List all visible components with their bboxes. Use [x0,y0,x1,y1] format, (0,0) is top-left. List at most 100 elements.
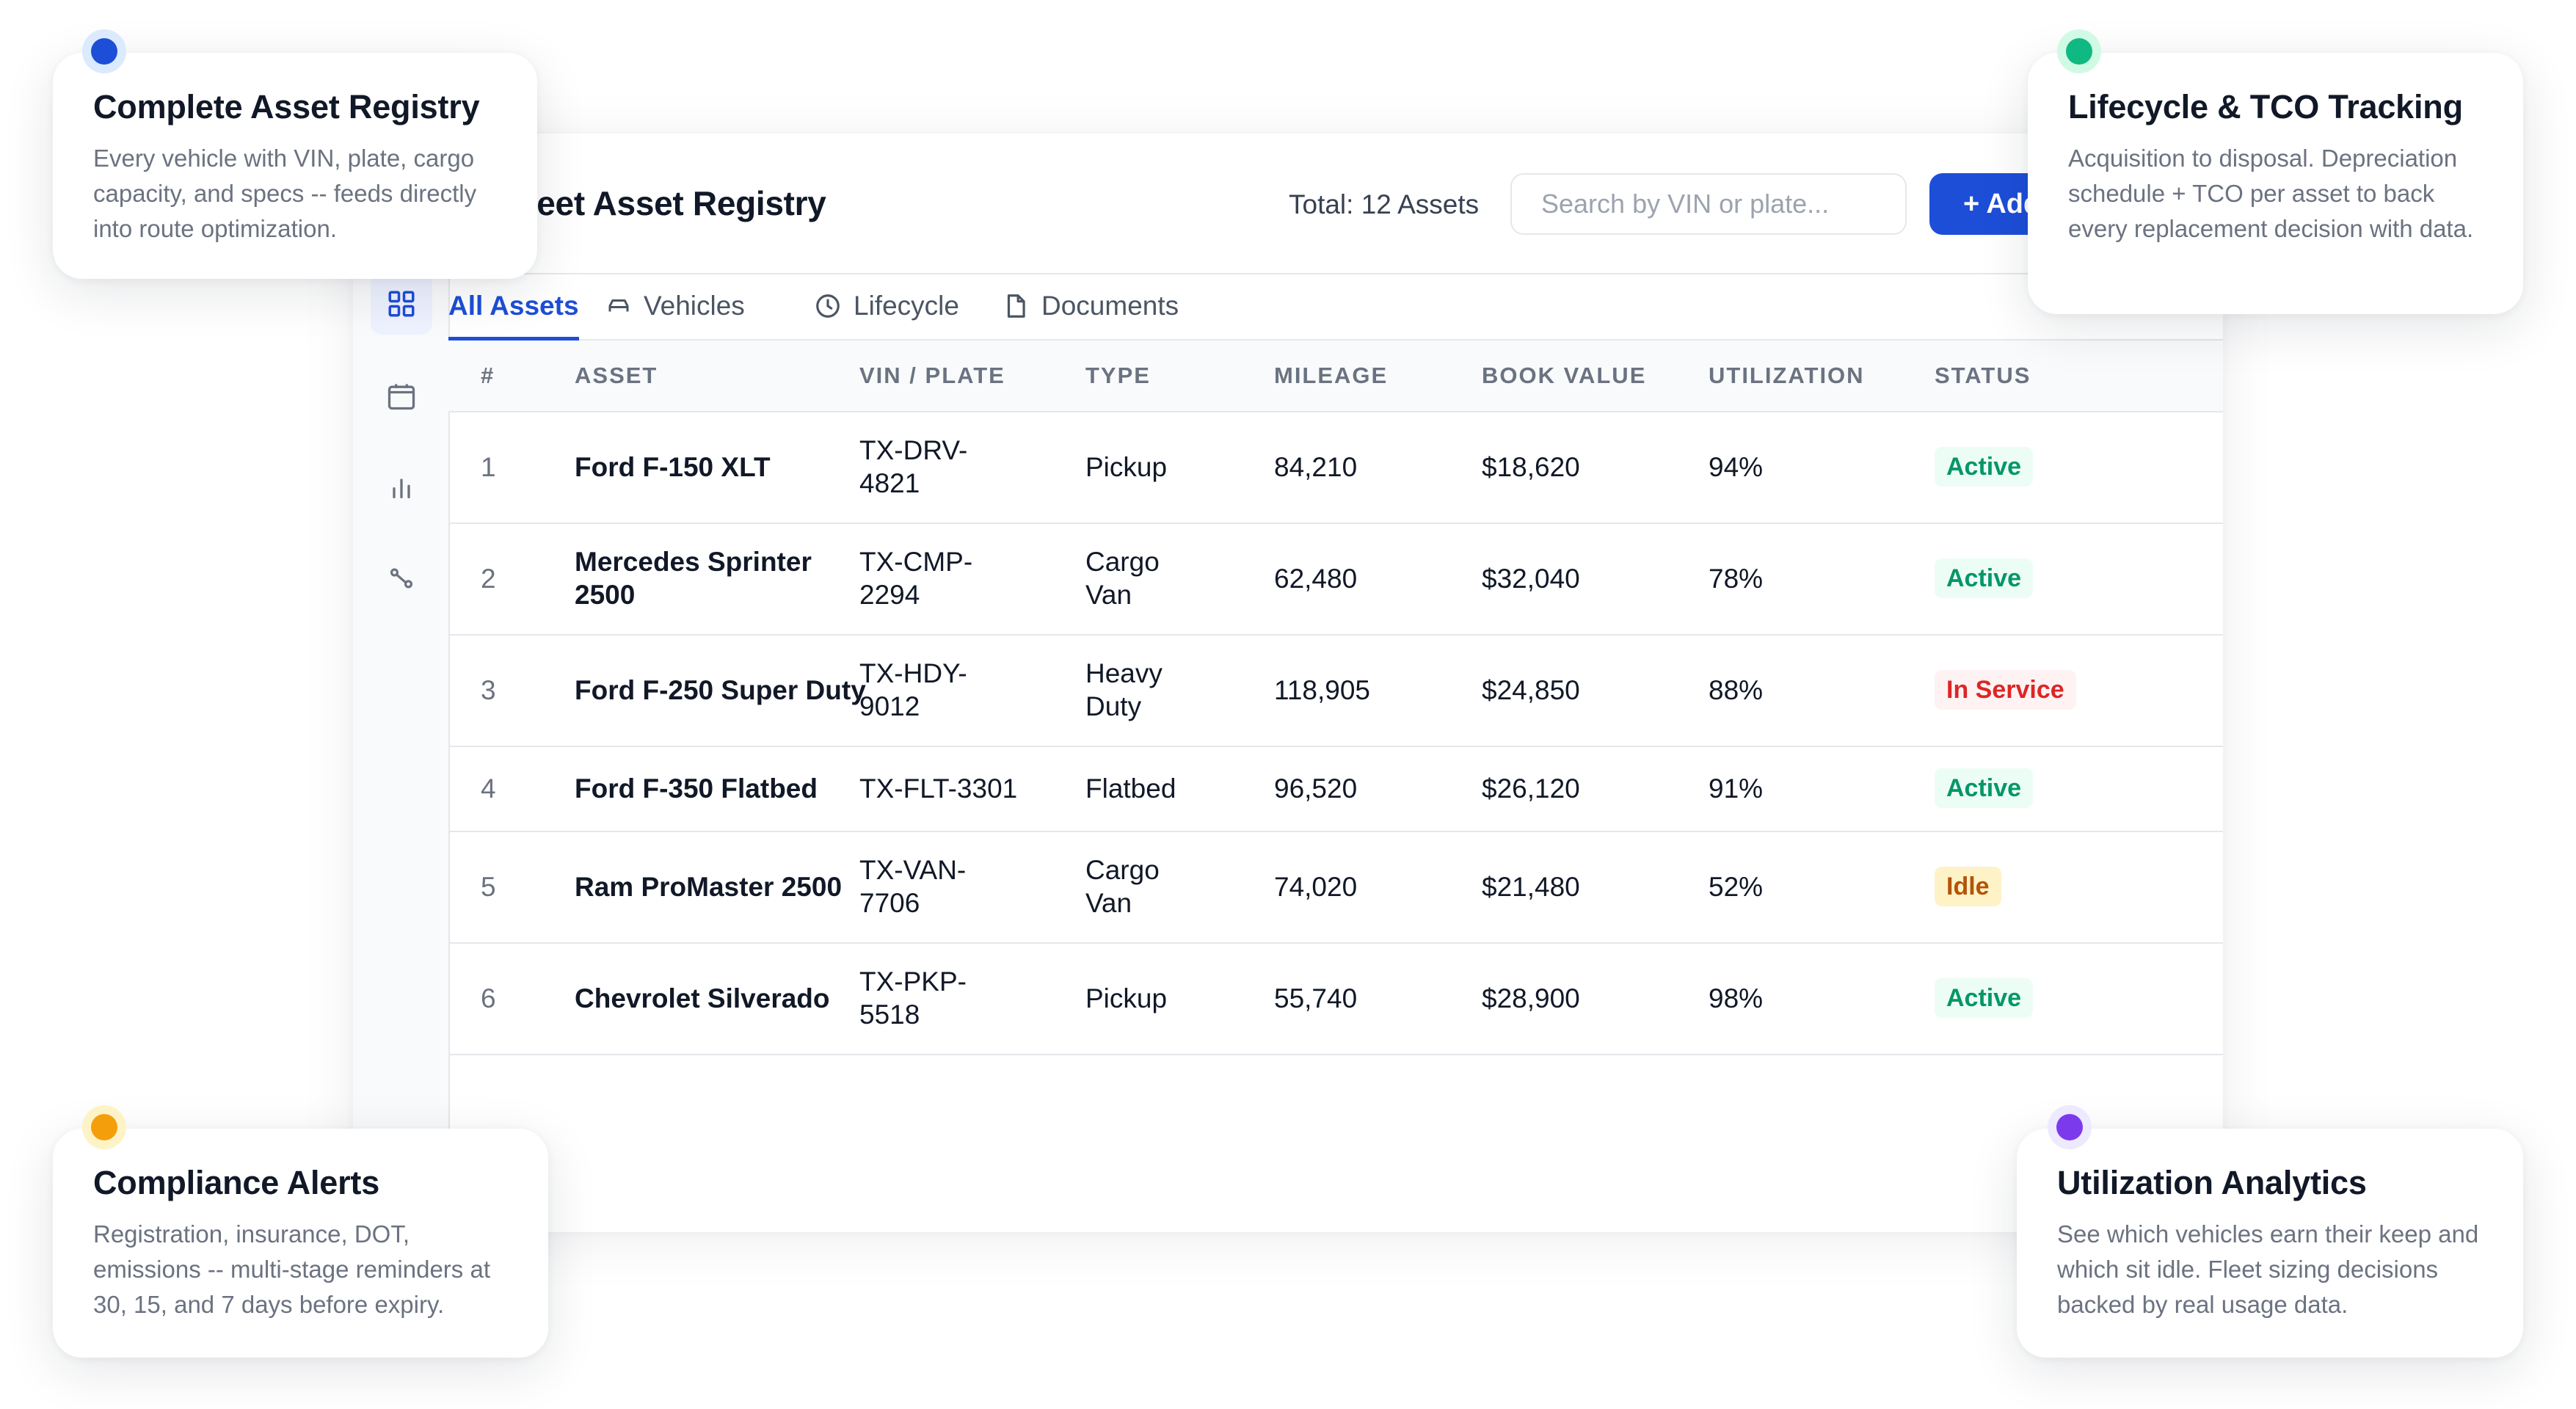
tab-all-assets[interactable]: All Assets [448,273,579,341]
asset-type: Heavy Duty [1085,658,1163,721]
sidebar [353,273,450,1232]
sidebar-item-routes[interactable] [371,547,432,609]
utilization: 88% [1709,674,1764,705]
table-row[interactable]: 2 Mercedes Sprinter 2500 TX-CMP-2294 Car… [448,523,2223,636]
status-cell: Active [1935,523,2034,634]
column-header[interactable]: MILEAGE [1274,363,1389,388]
vin-plate: TX-PKP-5518 [859,966,967,1030]
blue-dot-icon [91,38,117,65]
vin-plate: TX-CMP-2294 [859,547,973,610]
tab-documents[interactable]: Documents [1002,273,1179,339]
status-badge: Idle [1935,867,2001,906]
grid-icon [388,291,415,317]
table-row[interactable]: 1 Ford F-150 XLT TX-DRV-4821 Pickup 84,2… [448,411,2223,524]
utilization: 91% [1709,773,1764,804]
column-header[interactable]: TYPE [1085,363,1151,388]
green-dot-icon [2066,38,2092,65]
tab-label: Documents [1041,291,1179,321]
mileage: 96,520 [1274,773,1358,804]
table-row[interactable]: 4 Ford F-350 Flatbed TX-FLT-3301 Flatbed… [448,746,2223,832]
purple-dot-icon [2056,1114,2083,1140]
callout-description: Every vehicle with VIN, plate, cargo cap… [93,145,477,242]
table-row[interactable]: 3 Ford F-250 Super Duty TX-HDY-9012 Heav… [448,634,2223,747]
callout-description: Registration, insurance, DOT, emissions … [93,1220,490,1318]
fleet-registry-window: Fleet Asset Registry Total: 12 Assets + … [353,134,2223,1232]
asset-name: Ram ProMaster 2500 [575,871,843,902]
chart-icon [393,478,410,498]
tab-label: Lifecycle [854,291,959,321]
status-badge: In Service [1935,670,2076,710]
book-value: $18,620 [1482,451,1580,482]
mileage: 62,480 [1274,563,1358,594]
callout-title: Compliance Alerts [93,1164,380,1201]
tab-label: All Assets [448,291,579,321]
utilization: 94% [1709,451,1764,482]
column-header[interactable]: ASSET [575,363,658,388]
status-cell: Active [1935,746,2034,831]
mileage: 55,740 [1274,983,1358,1013]
asset-type: Cargo Van [1085,547,1160,610]
vin-plate: TX-VAN-7706 [859,855,967,918]
vin-plate: TX-HDY-9012 [859,658,967,721]
total-count: Total: 12 Assets [1289,189,1480,219]
callout-description: Acquisition to disposal. Depreciation sc… [2068,145,2474,242]
book-value: $24,850 [1482,674,1580,705]
document-icon [1007,294,1025,318]
mileage: 74,020 [1274,871,1358,902]
status-badge: Active [1935,768,2034,808]
row-number: 5 [481,871,496,902]
asset-type: Flatbed [1085,773,1176,804]
sidebar-item-calendar[interactable] [371,365,432,427]
utilization: 98% [1709,983,1764,1013]
tab-vehicles[interactable]: Vehicles [605,273,745,339]
mileage: 118,905 [1274,674,1370,705]
book-value: $26,120 [1482,773,1580,804]
status-cell: Idle [1935,831,2001,942]
route-icon [390,568,413,589]
table-header: # ASSET VIN / PLATE TYPE MILEAGE BOOK VA… [448,341,2223,412]
book-value: $21,480 [1482,871,1580,902]
book-value: $28,900 [1482,983,1580,1013]
status-badge: Active [1935,558,2034,598]
status-badge: Active [1935,447,2034,487]
vin-plate: TX-DRV-4821 [859,435,968,498]
column-header[interactable]: # [481,363,495,388]
column-header[interactable]: UTILIZATION [1709,363,1865,388]
asset-name: Ford F-350 Flatbed [575,773,818,804]
row-number: 3 [481,674,496,705]
callout-title: Utilization Analytics [2057,1164,2367,1201]
row-number: 4 [481,773,496,804]
column-header[interactable]: BOOK VALUE [1482,363,1647,388]
callout-lifecycle-tco: Lifecycle & TCO Tracking Acquisition to … [2028,38,2523,314]
asset-name: Ford F-250 Super Duty [575,674,866,705]
page-title: Fleet Asset Registry [507,184,826,222]
column-header[interactable]: STATUS [1935,363,2031,388]
column-header[interactable]: VIN / PLATE [859,363,1005,388]
utilization: 78% [1709,563,1764,594]
asset-name: Mercedes Sprinter 2500 [575,547,812,610]
utilization: 52% [1709,871,1764,902]
table-row[interactable]: 5 Ram ProMaster 2500 TX-VAN-7706 Cargo V… [448,831,2223,944]
sidebar-item-analytics[interactable] [371,456,432,518]
callout-title: Lifecycle & TCO Tracking [2068,88,2463,125]
status-badge: Active [1935,978,2034,1018]
tab-label: Vehicles [644,291,745,321]
search-input[interactable] [1510,173,1907,235]
vin-plate: TX-FLT-3301 [859,773,1018,804]
status-cell: Active [1935,411,2034,523]
table-row[interactable]: 6 Chevrolet Silverado TX-PKP-5518 Pickup… [448,942,2223,1055]
sidebar-item-grid[interactable] [371,273,432,335]
orange-dot-icon [91,1114,117,1140]
callout-title: Complete Asset Registry [93,88,480,125]
car-icon [608,299,629,312]
calendar-icon [388,384,415,410]
asset-type: Pickup [1085,451,1168,482]
asset-name: Ford F-150 XLT [575,451,771,482]
row-number: 6 [481,983,496,1013]
callout-utilization-analytics: Utilization Analytics See which vehicles… [2017,1114,2523,1358]
tab-bar: All Assets Vehicles Lifecycle Documents [448,273,2223,341]
mileage: 84,210 [1274,451,1358,482]
row-number: 1 [481,451,496,482]
tab-lifecycle[interactable]: Lifecycle [814,273,959,339]
asset-type: Pickup [1085,983,1168,1013]
